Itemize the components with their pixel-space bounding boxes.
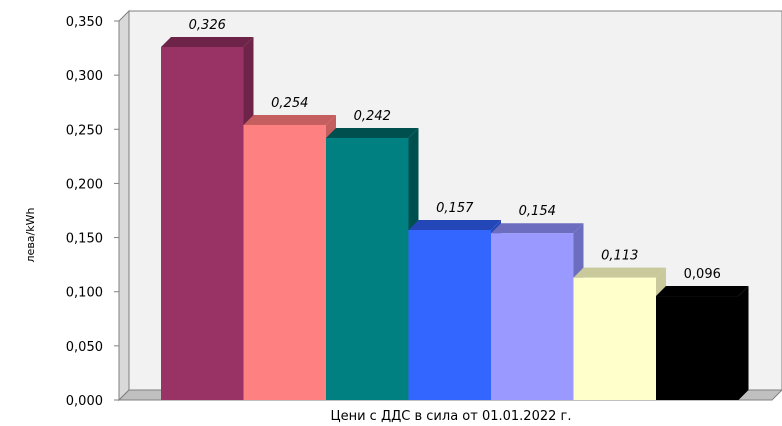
- bar-front: [326, 137, 409, 400]
- bar-top: [491, 223, 584, 234]
- bar-front: [243, 124, 326, 400]
- data-label: 0,242: [354, 109, 391, 124]
- y-axis-title: лева/kWh: [24, 208, 37, 263]
- bar: [161, 36, 254, 400]
- data-label: 0,096: [684, 267, 721, 282]
- y-tick-label: 0,200: [66, 177, 103, 192]
- y-tick-label: 0,100: [66, 286, 103, 301]
- data-label: 0,326: [189, 18, 226, 33]
- bar-front: [491, 233, 574, 400]
- data-label: 0,254: [271, 96, 308, 111]
- y-tick-label: 0,050: [66, 340, 103, 355]
- bar-top: [326, 127, 419, 138]
- bar: [408, 219, 501, 400]
- data-labels: 0,326 0,254 0,242 0,157 0,154 0,113 0,096: [189, 18, 721, 282]
- y-tick-label: 0,250: [66, 123, 103, 138]
- bar-front: [161, 46, 244, 400]
- y-axis-ticks: 0,000 0,050 0,100 0,150 0,200 0,250 0,300 0,350: [66, 15, 119, 409]
- bar-top: [408, 219, 501, 230]
- data-label: 0,157: [436, 201, 474, 216]
- bar-side: [738, 286, 749, 400]
- bar-top: [243, 114, 336, 125]
- y-tick-label: 0,000: [66, 394, 103, 409]
- bar: [573, 267, 666, 400]
- y-tick-label: 0,150: [66, 232, 103, 247]
- data-label: 0,113: [601, 249, 638, 264]
- bar: [656, 286, 749, 400]
- y-tick-label: 0,350: [66, 15, 103, 30]
- bar: [243, 114, 336, 400]
- bar: [326, 127, 419, 400]
- bar-top: [161, 36, 254, 47]
- bar: [491, 223, 584, 400]
- bar-front: [573, 277, 656, 400]
- bars: [161, 36, 749, 400]
- bar-top: [656, 286, 749, 297]
- plot-side-wall: [118, 9, 130, 402]
- data-label: 0,154: [519, 204, 556, 219]
- bar-front: [656, 296, 739, 400]
- bar-top: [573, 267, 666, 278]
- y-tick-label: 0,300: [66, 69, 103, 84]
- bar-front: [408, 229, 491, 400]
- x-axis-title: Цени с ДДС в сила от 01.01.2022 г.: [331, 409, 572, 424]
